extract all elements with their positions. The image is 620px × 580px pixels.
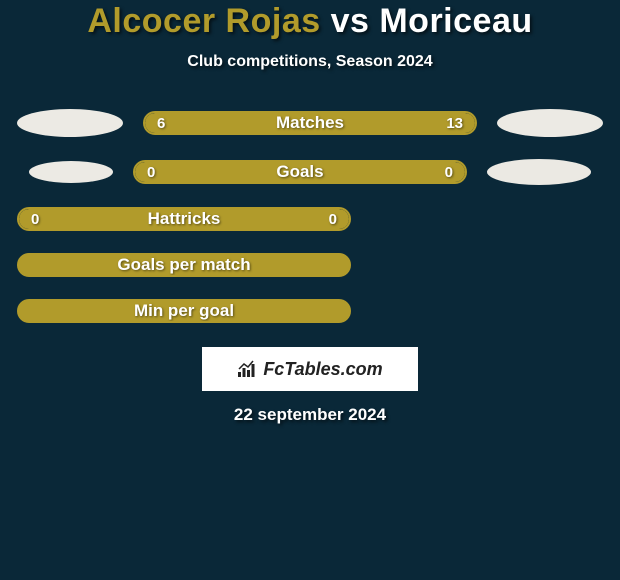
stat-label: Goals xyxy=(135,162,465,182)
player2-ellipse xyxy=(487,159,591,185)
chart-icon xyxy=(237,360,259,378)
stat-row: 00Goals xyxy=(17,159,603,185)
date: 22 september 2024 xyxy=(234,405,386,425)
vs-text: vs xyxy=(321,2,380,40)
bar-container: 00Goals xyxy=(133,160,467,184)
stat-bar: Goals per match xyxy=(17,253,351,277)
stat-bar: 00Goals xyxy=(133,160,467,184)
stat-label: Min per goal xyxy=(19,301,349,321)
comparison-infographic: Alcocer Rojas vs Moriceau Club competiti… xyxy=(0,0,620,425)
logo-box: FcTables.com xyxy=(202,347,418,391)
comparison-bars: 613Matches 00Goals 00Hattricks Goals per ma… xyxy=(17,109,603,345)
stat-label: Goals per match xyxy=(19,255,349,275)
logo: FcTables.com xyxy=(237,359,382,380)
stat-bar: 613Matches xyxy=(143,111,477,135)
stat-row: Goals per match xyxy=(17,253,351,277)
bar-container: Goals per match xyxy=(17,253,351,277)
stat-row: 613Matches xyxy=(17,109,603,137)
stat-label: Hattricks xyxy=(19,209,349,229)
stat-label: Matches xyxy=(145,113,475,133)
stat-bar: 00Hattricks xyxy=(17,207,351,231)
player1-name: Alcocer Rojas xyxy=(87,2,320,40)
player1-ellipse xyxy=(17,109,123,137)
stat-row: Min per goal xyxy=(17,299,351,323)
player1-ellipse xyxy=(29,161,113,183)
logo-text: FcTables.com xyxy=(263,359,382,380)
page-title: Alcocer Rojas vs Moriceau xyxy=(87,2,532,41)
player2-name: Moriceau xyxy=(379,2,532,40)
stat-bar: Min per goal xyxy=(17,299,351,323)
subtitle: Club competitions, Season 2024 xyxy=(187,53,432,71)
player2-ellipse xyxy=(497,109,603,137)
bar-container: 00Hattricks xyxy=(17,207,351,231)
stat-row: 00Hattricks xyxy=(17,207,351,231)
bar-container: 613Matches xyxy=(143,111,477,135)
bar-container: Min per goal xyxy=(17,299,351,323)
